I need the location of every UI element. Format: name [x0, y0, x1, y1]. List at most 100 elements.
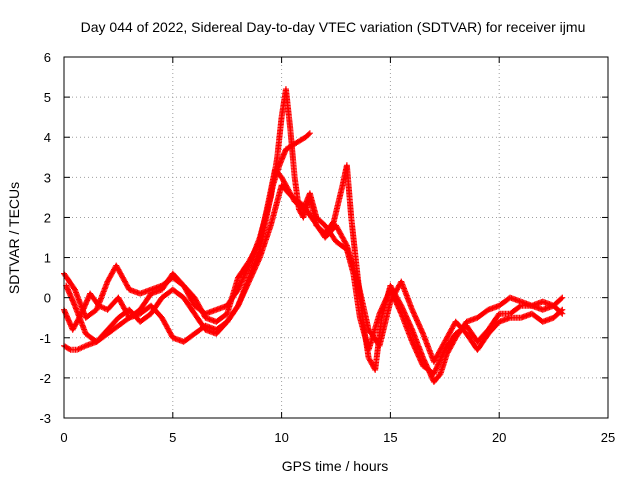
data-point-trail [214, 319, 230, 336]
x-tick-label: 10 [274, 430, 288, 445]
data-point [95, 302, 102, 309]
data-point-trail [475, 307, 491, 320]
y-tick-label: 0 [44, 291, 51, 306]
data-point-trail [287, 127, 298, 179]
data-point-trail [303, 131, 312, 140]
data-point-trail [170, 271, 186, 288]
data-point-trail [284, 143, 295, 152]
plot-frame [63, 56, 609, 419]
data-point [441, 338, 448, 345]
data-point [339, 182, 346, 189]
data-point [169, 334, 176, 341]
data-point [387, 286, 394, 293]
data-point [517, 314, 524, 321]
data-point [169, 286, 176, 293]
data-point-trail [475, 327, 491, 344]
data-point [235, 274, 242, 281]
data-point [507, 314, 514, 321]
data-point [539, 298, 546, 305]
data-point-trail [464, 323, 480, 344]
data-point-trail [181, 331, 197, 344]
data-point [430, 370, 437, 377]
x-axis-label: GPS time / hours [282, 458, 389, 474]
data-point-trail [409, 340, 426, 368]
data-point [343, 162, 350, 169]
data-point-trail [171, 287, 186, 300]
data-point [82, 342, 89, 349]
data-point [354, 278, 361, 285]
data-point [137, 310, 144, 317]
data-point-trail [137, 291, 154, 312]
data-point-trail [279, 183, 295, 200]
data-point [74, 346, 81, 353]
data-point-trail [453, 319, 469, 336]
data-point-trail [105, 315, 121, 332]
data-point-trail [83, 307, 99, 320]
data-point [126, 314, 133, 321]
data-point-trail [331, 183, 346, 224]
y-tick-label: 1 [44, 251, 51, 266]
data-point [278, 174, 285, 181]
data-point [559, 294, 566, 301]
data-point [302, 134, 309, 141]
data-point-trail [283, 87, 294, 131]
data-point-trail [192, 296, 208, 320]
data-point [517, 302, 524, 309]
data-point-trail [314, 215, 328, 228]
data-point [113, 262, 120, 269]
data-point [191, 310, 198, 317]
data-point-trail [464, 332, 480, 352]
x-tick-label: 25 [601, 430, 615, 445]
data-point-trail [486, 311, 502, 332]
data-point [71, 286, 78, 293]
data-point [289, 142, 296, 149]
chart-title: Day 044 of 2022, Sidereal Day-to-day VTE… [81, 19, 586, 35]
data-point-trail [333, 223, 350, 248]
data-point-trail [323, 223, 339, 240]
data-point [148, 302, 155, 309]
data-point-trail [87, 291, 101, 308]
data-point-trail [138, 311, 153, 324]
data-point [485, 330, 492, 337]
data-point [180, 294, 187, 301]
data-point [82, 330, 89, 337]
data-point-trail [442, 332, 458, 352]
data-point [287, 126, 294, 133]
data-point-trail [192, 311, 208, 332]
axis-ticks: 0 5 10 15 20 25 -3 -2 -1 0 1 2 3 4 5 6 [39, 50, 615, 445]
data-point-trail [214, 311, 229, 324]
data-point [452, 318, 459, 325]
data-point-trail [431, 372, 443, 384]
data-point-trail [148, 295, 165, 316]
y-tick-label: 2 [44, 210, 51, 225]
data-point [245, 258, 252, 265]
data-point-trail [159, 271, 175, 292]
data-point [158, 294, 165, 301]
data-point [213, 330, 220, 337]
data-point [311, 218, 318, 225]
data-point-trail [116, 315, 132, 328]
x-tick-label: 5 [169, 430, 176, 445]
y-tick-label: 4 [44, 130, 51, 145]
data-point [274, 154, 281, 161]
data-point [409, 326, 416, 333]
data-point [180, 338, 187, 345]
data-point [289, 194, 296, 201]
data-point [333, 222, 339, 229]
data-point [430, 378, 437, 385]
data-point [365, 354, 372, 361]
data-point [115, 322, 122, 329]
data-point [104, 306, 111, 313]
data-point-trail [301, 203, 317, 224]
y-tick-label: 5 [44, 90, 51, 105]
data-point [180, 282, 187, 289]
series-track-2 [61, 166, 566, 377]
data-point-trail [312, 219, 328, 240]
data-point-trail [279, 175, 291, 192]
data-point [282, 146, 289, 153]
data-point [322, 222, 329, 229]
data-point [202, 314, 209, 321]
x-tick-label: 0 [60, 430, 67, 445]
data-point [343, 242, 350, 249]
data-point [550, 314, 557, 321]
